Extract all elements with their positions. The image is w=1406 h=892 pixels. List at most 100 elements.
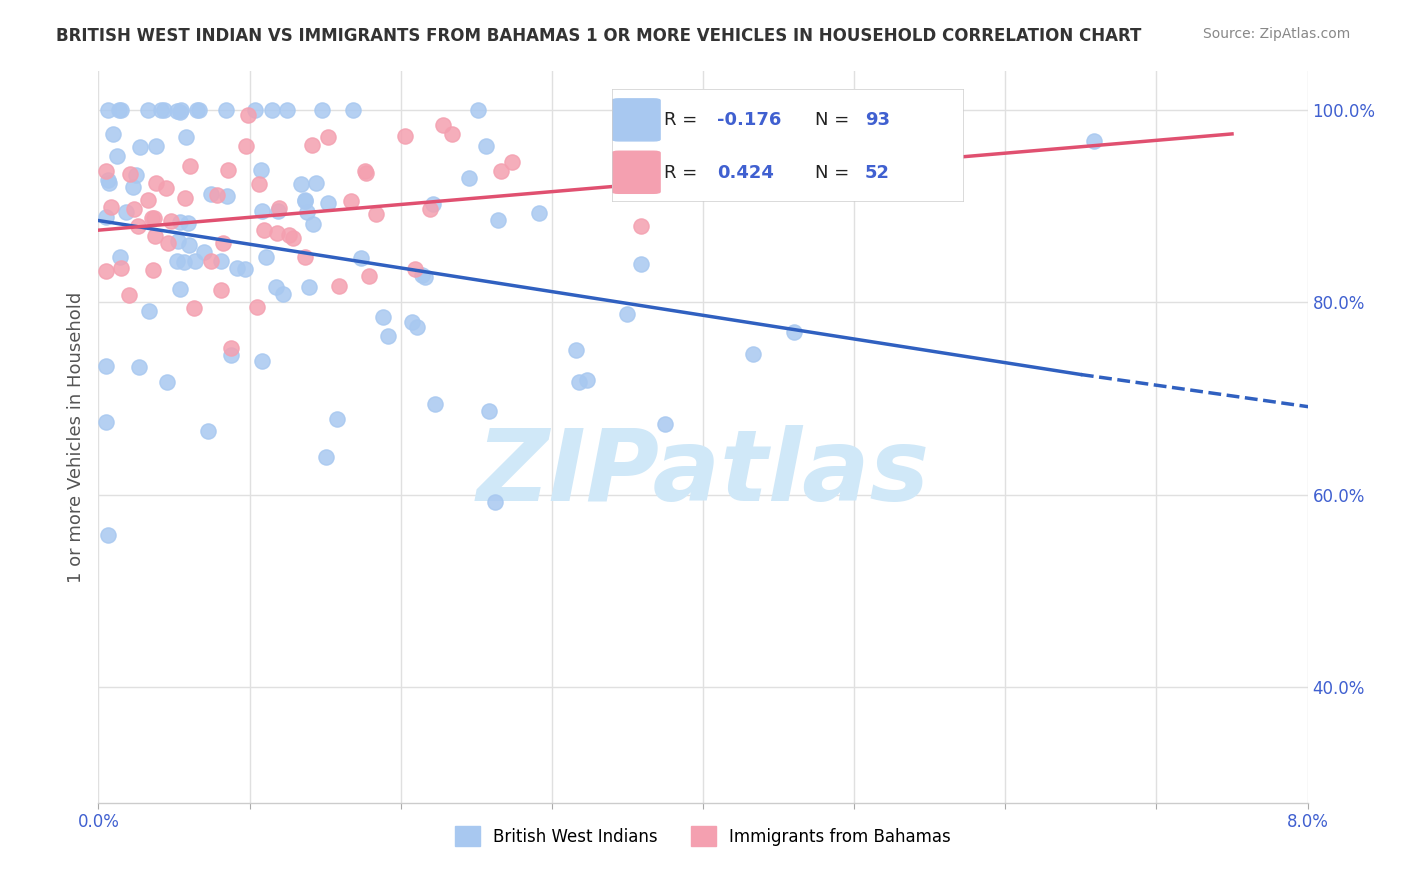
Point	[432, 118, 454, 132]
Point	[264, 279, 287, 293]
Point	[316, 196, 339, 211]
Point	[115, 205, 138, 219]
Point	[411, 268, 433, 282]
Point	[616, 307, 638, 321]
Point	[136, 193, 159, 207]
Point	[200, 187, 222, 202]
Point	[97, 103, 120, 117]
Point	[217, 163, 239, 178]
Point	[96, 173, 118, 187]
Point	[225, 260, 247, 275]
Point	[486, 212, 509, 227]
Point	[128, 360, 150, 375]
Point	[260, 103, 283, 117]
Point	[269, 201, 291, 215]
Text: -0.176: -0.176	[717, 112, 782, 129]
Point	[478, 404, 501, 418]
Text: ZIPatlas: ZIPatlas	[477, 425, 929, 522]
Point	[169, 282, 191, 296]
FancyBboxPatch shape	[612, 151, 661, 194]
Point	[294, 250, 316, 264]
Point	[491, 163, 513, 178]
Point	[105, 149, 128, 163]
Point	[290, 178, 312, 192]
Point	[169, 215, 191, 229]
Point	[94, 415, 117, 429]
Point	[150, 103, 173, 117]
Text: 0.424: 0.424	[717, 164, 773, 182]
Point	[184, 253, 207, 268]
Point	[219, 341, 242, 355]
Text: Source: ZipAtlas.com: Source: ZipAtlas.com	[1202, 27, 1350, 41]
Point	[209, 254, 232, 268]
Point	[243, 103, 266, 117]
Point	[97, 528, 120, 542]
Point	[118, 288, 141, 302]
Point	[219, 348, 242, 362]
Point	[654, 417, 676, 431]
Point	[295, 205, 318, 219]
Point	[94, 210, 117, 224]
Point	[458, 170, 481, 185]
Point	[298, 279, 321, 293]
Point	[100, 200, 122, 214]
Point	[325, 411, 347, 425]
Point	[214, 103, 236, 117]
Point	[271, 287, 294, 301]
Text: R =: R =	[665, 112, 703, 129]
Point	[110, 103, 132, 117]
Point	[250, 203, 273, 218]
Point	[207, 188, 229, 202]
Point	[236, 108, 259, 122]
Point	[94, 263, 117, 277]
Point	[630, 257, 652, 271]
Point	[782, 325, 804, 339]
Point	[179, 238, 201, 252]
Point	[377, 328, 399, 343]
Point	[122, 180, 145, 194]
Point	[501, 155, 523, 169]
Point	[527, 206, 550, 220]
Point	[166, 253, 188, 268]
Point	[278, 228, 301, 243]
Point	[94, 359, 117, 374]
Point	[177, 216, 200, 230]
Point	[276, 103, 298, 117]
Point	[174, 130, 197, 145]
Point	[425, 397, 447, 411]
Point	[153, 103, 176, 117]
Point	[170, 103, 193, 117]
Point	[342, 103, 364, 117]
Point	[155, 180, 177, 194]
Point	[183, 301, 205, 316]
Point	[138, 303, 160, 318]
Point	[141, 263, 163, 277]
Point	[422, 197, 444, 211]
Text: R =: R =	[665, 164, 703, 182]
Point	[141, 211, 163, 225]
Point	[294, 193, 316, 207]
Point	[94, 164, 117, 178]
Point	[233, 261, 256, 276]
Point	[406, 320, 429, 334]
Point	[173, 255, 195, 269]
Point	[217, 189, 239, 203]
Point	[253, 223, 276, 237]
Point	[110, 260, 132, 275]
Point	[394, 128, 416, 143]
Point	[484, 495, 506, 509]
Point	[247, 177, 270, 191]
Point	[315, 450, 337, 465]
Text: N =: N =	[815, 164, 855, 182]
Point	[401, 315, 423, 329]
Point	[200, 253, 222, 268]
Point	[156, 235, 179, 250]
Point	[404, 262, 426, 277]
Point	[302, 217, 325, 231]
Point	[328, 278, 350, 293]
Point	[108, 103, 131, 117]
Text: N =: N =	[815, 112, 855, 129]
Legend: British West Indians, Immigrants from Bahamas: British West Indians, Immigrants from Ba…	[449, 820, 957, 853]
Point	[301, 137, 323, 152]
Point	[193, 244, 215, 259]
